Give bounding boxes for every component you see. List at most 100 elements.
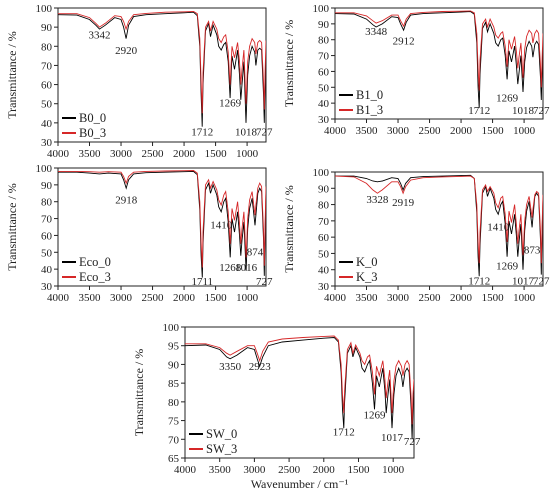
x-tick-label: 4000 <box>174 464 197 476</box>
series-line-b1-3 <box>335 10 543 91</box>
y-tick-label: 100 <box>313 167 330 179</box>
x-tick-label: 1500 <box>205 292 228 304</box>
y-tick-label: 100 <box>163 322 180 334</box>
x-tick-label: 1500 <box>482 292 505 304</box>
peak-label: 727 <box>256 126 273 138</box>
y-tick-label: 40 <box>318 98 330 110</box>
x-tick-label: 1000 <box>236 148 259 160</box>
y-tick-label: 80 <box>168 397 180 409</box>
x-tick-label: 2000 <box>173 292 196 304</box>
peak-label: 1711 <box>191 276 213 288</box>
y-tick-label: 70 <box>168 434 180 446</box>
peak-label: 1269 <box>496 261 519 273</box>
y-tick-label: 30 <box>41 137 53 149</box>
peak-label: 2912 <box>393 35 415 47</box>
series-line-sw-3 <box>185 335 414 425</box>
plot-frame <box>57 7 267 143</box>
peak-label: 1712 <box>468 275 490 287</box>
x-tick-label: 1000 <box>513 125 536 137</box>
y-tick-label: 75 <box>168 416 180 428</box>
x-tick-label: 3000 <box>387 125 410 137</box>
x-tick-label: 3500 <box>356 125 379 137</box>
peak-label: 1269 <box>364 410 387 422</box>
peak-label: 1269 <box>219 98 242 110</box>
x-tick-label: 3000 <box>243 464 266 476</box>
legend-label: SW_3 <box>206 442 237 456</box>
peak-label: 1016 <box>235 262 258 274</box>
x-tick-label: 1000 <box>236 292 259 304</box>
y-tick-label: 50 <box>318 82 330 94</box>
legend-label: B0_0 <box>79 111 106 125</box>
series-line-b0-3 <box>58 10 266 114</box>
legend-label: K_0 <box>356 255 378 269</box>
legend-label: B0_3 <box>79 126 106 140</box>
x-tick-label: 1500 <box>347 464 370 476</box>
y-tick-label: 50 <box>318 248 330 260</box>
series-line-k-0 <box>335 174 543 277</box>
spectrum-panel-4: 4000 3500 3000 2500 2000 1500 1000 30 40 50 60 70 80… <box>282 167 550 304</box>
plot-frame <box>57 167 267 287</box>
peak-label: 2920 <box>115 45 138 57</box>
y-tick-label: 40 <box>318 265 330 277</box>
legend-label: Eco_3 <box>79 270 111 284</box>
y-tick-label: 40 <box>41 264 53 276</box>
y-tick-label: 100 <box>36 163 53 175</box>
y-axis-title: Transmittance / % <box>5 31 19 119</box>
x-tick-label: 3500 <box>209 464 232 476</box>
x-tick-label: 4000 <box>47 148 70 160</box>
y-tick-label: 30 <box>41 281 53 293</box>
x-tick-label: 3500 <box>79 148 102 160</box>
y-tick-label: 80 <box>41 41 53 53</box>
y-axis-title: Transmittance / % <box>132 349 146 437</box>
y-tick-label: 50 <box>41 99 53 111</box>
spectrum-panel-2: 4000 3500 3000 2500 2000 1500 1000 30 40 50 60 70 80… <box>282 3 550 137</box>
legend-label: B1_0 <box>356 88 383 102</box>
y-tick-label: 60 <box>41 230 53 242</box>
y-axis-title: Transmittance / % <box>282 20 296 108</box>
y-tick-label: 70 <box>41 214 53 226</box>
y-tick-label: 95 <box>168 341 180 353</box>
peak-label: 1268 <box>219 262 242 274</box>
series-line-b1-0 <box>335 11 543 108</box>
peak-label: 3350 <box>219 361 242 373</box>
y-tick-label: 60 <box>41 80 53 92</box>
x-tick-label: 1000 <box>382 464 405 476</box>
peak-label: 1017 <box>512 275 535 287</box>
x-tick-label: 1000 <box>513 292 536 304</box>
spectrum-panel-1: 4000 3500 3000 2500 2000 1500 1000 30 40 50 60 70 80… <box>5 3 273 160</box>
series-line-b0-0 <box>58 11 266 127</box>
peak-label: 1712 <box>468 105 490 117</box>
x-tick-label: 2500 <box>419 292 442 304</box>
peak-label: 727 <box>533 275 550 287</box>
x-tick-label: 2500 <box>142 292 165 304</box>
x-tick-label: 3000 <box>387 292 410 304</box>
y-tick-label: 90 <box>41 22 53 34</box>
peak-label: 3328 <box>366 194 389 206</box>
y-tick-label: 90 <box>318 19 330 31</box>
x-tick-label: 2000 <box>313 464 336 476</box>
x-tick-label: 2500 <box>278 464 301 476</box>
peak-label: 2923 <box>249 361 272 373</box>
peak-label: 1712 <box>333 427 355 439</box>
y-axis-title: Transmittance / % <box>5 183 19 271</box>
x-tick-label: 2000 <box>450 125 473 137</box>
y-tick-label: 65 <box>168 453 180 465</box>
peak-label: 1017 <box>381 432 404 444</box>
y-tick-label: 80 <box>318 35 330 47</box>
x-tick-label: 2000 <box>173 148 196 160</box>
x-tick-label: 3500 <box>356 292 379 304</box>
peak-label: 1712 <box>191 126 213 138</box>
series-line-eco-0 <box>58 170 266 278</box>
y-tick-label: 50 <box>41 247 53 259</box>
peak-label: 3342 <box>88 30 110 42</box>
peak-label: 3348 <box>365 26 388 38</box>
peak-label: 727 <box>533 105 550 117</box>
spectrum-panel-3: 4000 3500 3000 2500 2000 1500 1000 30 40 50 60 70 80… <box>5 163 273 304</box>
y-tick-label: 70 <box>318 216 330 228</box>
y-tick-label: 90 <box>318 183 330 195</box>
y-tick-label: 100 <box>313 3 330 15</box>
series-line-eco-3 <box>58 170 266 268</box>
x-tick-label: 4000 <box>324 125 347 137</box>
spectrum-panel-5: 4000 3500 3000 2500 2000 1500 1000 65 70 75 80 85 90… <box>132 322 421 491</box>
y-tick-label: 30 <box>318 281 330 293</box>
